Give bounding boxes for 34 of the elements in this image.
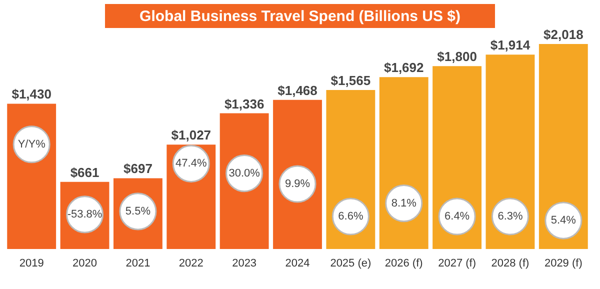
annotation: 30.0%: [228, 167, 260, 180]
data-label: $1,468: [278, 82, 318, 98]
x-tick-label: 2025 (e): [330, 258, 372, 270]
annotation: 8.1%: [391, 197, 417, 210]
data-label: $1,800: [437, 49, 477, 64]
data-label: $1,027: [171, 128, 212, 143]
x-tick-label: 2028 (f): [491, 258, 530, 270]
data-label: $1,336: [224, 96, 264, 112]
annotation: 5.5%: [125, 205, 151, 218]
x-tick-label: 2023: [232, 258, 257, 270]
x-tick-label: 2022: [178, 258, 204, 270]
annotation: 6.3%: [498, 210, 523, 222]
data-label: $1,565: [330, 73, 371, 88]
data-label: $697: [123, 161, 152, 176]
x-tick-label: 2020: [72, 258, 98, 270]
annotation: 5.4%: [550, 214, 576, 227]
x-tick-label: 2019: [19, 258, 44, 270]
x-tick-label: 2024: [285, 258, 310, 270]
data-label: $1,914: [490, 38, 531, 53]
annotation: 47.4%: [176, 158, 207, 170]
data-label: $1,692: [384, 60, 424, 76]
x-tick-label: 2026 (f): [384, 258, 423, 270]
annotation: Y/Y%: [18, 138, 46, 150]
data-label: $661: [70, 164, 100, 180]
annotation: 6.4%: [444, 210, 470, 222]
data-label: $1,430: [12, 86, 52, 102]
chart-title: Global Business Travel Spend (Billions US $): [140, 8, 460, 25]
x-tick-label: 2027 (f): [438, 258, 476, 270]
data-label: $2,018: [544, 27, 584, 42]
x-tick-label: 2029 (f): [544, 258, 582, 270]
x-tick-label: 2021: [126, 258, 150, 270]
annotation: 6.6%: [338, 210, 364, 222]
annotation: -53.8%: [67, 208, 102, 220]
annotation: 9.9%: [284, 178, 310, 190]
